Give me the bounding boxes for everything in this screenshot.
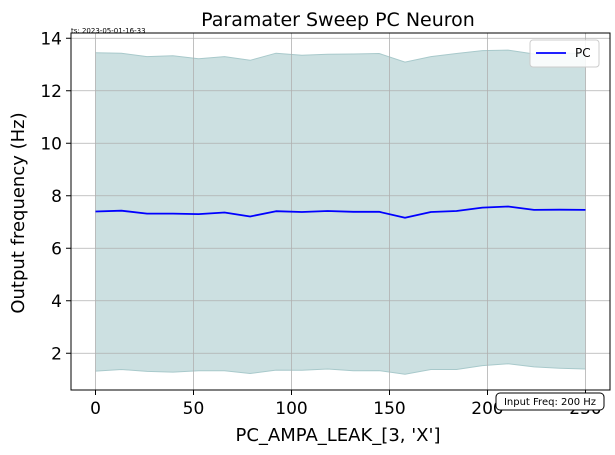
x-tick-label: 50 [183,399,205,419]
plot-frame [70,32,611,391]
legend-label-pc: PC [575,46,591,60]
x-tick-label: 100 [275,399,307,419]
x-tick-label: 150 [373,399,405,419]
y-tick-label: 12 [40,82,62,102]
y-tick-label: 8 [51,187,62,207]
series-line-pc [95,205,586,219]
annotation-box [495,392,605,411]
annotation-text: Input Freq: 200 Hz [504,397,596,408]
input-freq-annotation: Input Freq: 200 Hz [495,392,605,411]
y-axis-label: Output frequency (Hz) [8,112,29,313]
y-tick-label: 6 [51,239,62,259]
band-upper-edge [95,49,586,63]
legend: PC [529,39,600,68]
y-tick-label: 10 [40,134,62,154]
x-axis-label: PC_AMPA_LEAK_[3, 'X'] [236,425,441,446]
y-tick-label: 2 [51,344,62,364]
x-tick-label: 0 [90,399,101,419]
y-tick-label: 4 [51,292,62,312]
y-tick-label: 14 [40,29,62,49]
series-line-layer [95,205,586,219]
band-lower-edge [95,363,586,375]
timestamp-label: ts: 2023-05-01-16-33 [71,27,146,35]
chart-title: Paramater Sweep PC Neuron [201,9,475,31]
grid-layer [71,33,610,390]
